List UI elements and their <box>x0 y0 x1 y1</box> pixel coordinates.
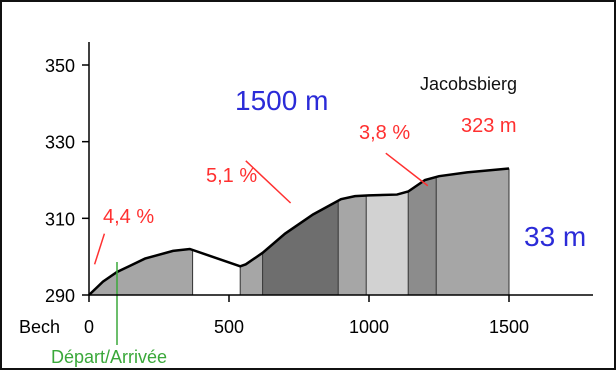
profile-segment-5 <box>338 195 367 295</box>
distance-label: 1500 m <box>235 85 328 116</box>
summit-elevation-label: 323 m <box>461 115 517 137</box>
profile-segment-1 <box>89 249 193 295</box>
profile-line <box>88 167 510 296</box>
y-tick-label-350: 350 <box>45 56 75 76</box>
x-tick-label-1500: 1500 <box>489 317 529 337</box>
profile-segment-6 <box>366 191 409 295</box>
x-tick-label-1000: 1000 <box>349 317 389 337</box>
grade-leader-3 <box>385 152 429 187</box>
profile-segment-3 <box>240 252 263 295</box>
grade-label-1: 4,4 % <box>103 206 154 228</box>
y-tick-label-330: 330 <box>45 133 75 153</box>
summit-name-label: Jacobsbierg <box>420 74 517 94</box>
grade-leader-1 <box>93 233 106 265</box>
profile-segment-4 <box>262 200 339 295</box>
profile-fills <box>89 168 509 295</box>
y-tick-label-290: 290 <box>45 286 75 306</box>
start-label: Départ/Arrivée <box>51 347 167 367</box>
x-axis-prefix: Bech <box>19 317 60 337</box>
annotations: 1500 m Jacobsbierg 323 m 33 m 4,4 % 5,1 … <box>51 74 586 367</box>
grade-leader-2 <box>245 160 292 204</box>
x-tick-label-0: 0 <box>84 317 94 337</box>
elevation-profile-chart: Bech 290 310 330 350 0 500 1000 1500 1500 m Jac… <box>19 42 593 367</box>
profile-segment-2 <box>192 249 241 295</box>
grade-label-3: 3,8 % <box>359 122 410 144</box>
y-tick-label-310: 310 <box>45 209 75 229</box>
elevation-gain-label: 33 m <box>524 221 586 252</box>
profile-segment-7 <box>408 176 437 295</box>
profile-segment-8 <box>436 168 509 295</box>
grade-label-2: 5,1 % <box>206 165 257 187</box>
ticks: 290 310 330 350 0 500 1000 1500 <box>45 56 529 337</box>
x-tick-label-500: 500 <box>214 317 244 337</box>
profile-lines <box>88 152 510 345</box>
